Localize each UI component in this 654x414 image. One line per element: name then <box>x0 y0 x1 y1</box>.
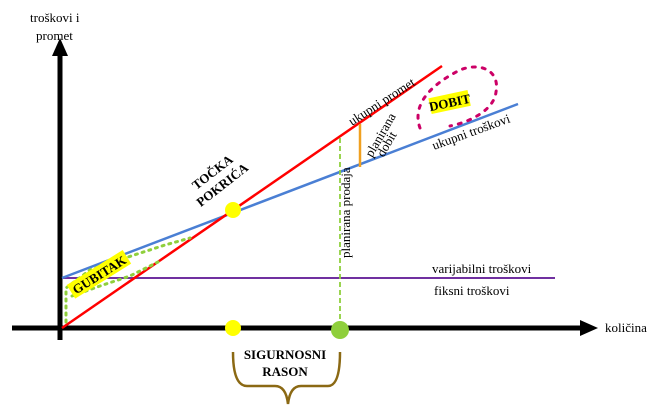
x-axis-label: količina <box>605 320 647 335</box>
profit-label: DOBIT <box>427 90 472 114</box>
planned-sales-point <box>331 321 349 339</box>
safety-margin-label-line1: SIGURNOSNI <box>244 347 326 362</box>
safety-margin-label-line2: RASON <box>262 364 308 379</box>
svg-text:GUBITAK: GUBITAK <box>70 252 130 297</box>
planned-sales-label: planirana prodaja <box>338 167 353 258</box>
y-axis-label-line2: promet <box>36 28 73 43</box>
x-axis-arrow <box>580 320 598 336</box>
svg-text:DOBIT: DOBIT <box>428 91 472 114</box>
total-costs-line <box>62 104 518 278</box>
variable-costs-label: varijabilni troškovi <box>432 261 532 276</box>
fixed-costs-label: fiksni troškovi <box>434 283 510 298</box>
y-axis-label-line1: troškovi i <box>30 10 80 25</box>
break-even-quantity-point <box>225 320 241 336</box>
break-even-point <box>225 202 241 218</box>
break-even-label: TOČKA POKRIĆA <box>183 147 251 210</box>
loss-label: GUBITAK <box>67 250 131 299</box>
